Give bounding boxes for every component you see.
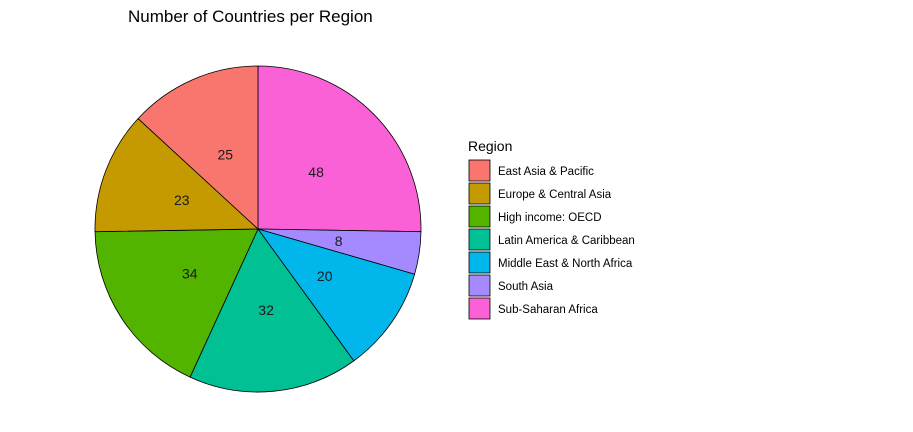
legend-key-high-income-oecd xyxy=(468,205,491,228)
slice-value-label-south-asia: 8 xyxy=(335,233,343,249)
pie-slice-europe-and-central-asia xyxy=(94,118,260,233)
legend-label-middle-east-and-north-africa: Middle East & North Africa xyxy=(498,258,633,270)
legend-key-sub-saharan-africa xyxy=(468,297,491,320)
slice-value-label-latin-america-and-caribbean: 32 xyxy=(258,302,274,318)
legend: Region East Asia & Pacific Europe & Centr… xyxy=(468,138,635,320)
pie-slice-labels: 48 8 20 32 34 23 25 xyxy=(174,146,343,318)
pie-slice-sub-saharan-africa xyxy=(257,65,422,233)
legend-label-europe-and-central-asia: Europe & Central Asia xyxy=(498,189,612,201)
slice-value-label-middle-east-and-north-africa: 20 xyxy=(317,268,333,284)
legend-key-latin-america-and-caribbean xyxy=(468,228,491,251)
legend-key-middle-east-and-north-africa xyxy=(468,251,491,274)
pie-slice-middle-east-and-north-africa xyxy=(256,228,416,362)
slice-value-label-east-asia-and-pacific: 25 xyxy=(218,146,234,162)
pie-slice-east-asia-and-pacific xyxy=(137,65,259,230)
chart-title: Number of Countries per Region xyxy=(128,7,373,26)
slice-value-label-high-income-oecd: 34 xyxy=(182,266,198,282)
pie-slice-latin-america-and-caribbean xyxy=(189,228,355,393)
legend-label-east-asia-and-pacific: East Asia & Pacific xyxy=(498,166,594,178)
legend-key-south-asia xyxy=(468,274,491,297)
legend-key-east-asia-and-pacific xyxy=(468,159,491,182)
legend-label-high-income-oecd: High income: OECD xyxy=(498,212,602,224)
slice-value-label-europe-and-central-asia: 23 xyxy=(174,192,190,208)
legend-label-latin-america-and-caribbean: Latin America & Caribbean xyxy=(498,235,635,247)
legend-label-sub-saharan-africa: Sub-Saharan Africa xyxy=(498,304,598,316)
legend-label-south-asia: South Asia xyxy=(498,281,554,293)
slice-value-label-sub-saharan-africa: 48 xyxy=(308,164,324,180)
legend-key-europe-and-central-asia xyxy=(468,182,491,205)
pie-slice-high-income-oecd xyxy=(94,228,259,378)
pie-slices xyxy=(94,65,422,393)
legend-title: Region xyxy=(468,138,512,154)
